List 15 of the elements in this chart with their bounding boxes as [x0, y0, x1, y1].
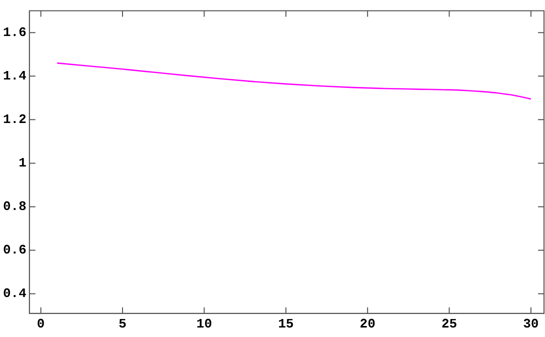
y-tick-label: 1.4 [3, 68, 27, 84]
y-tick-label: 0.6 [3, 242, 27, 258]
y-tick-label: 1.2 [3, 112, 27, 127]
x-tick-label: 15 [278, 316, 294, 332]
x-tick-label: 5 [118, 316, 127, 332]
y-tick-label: 1.6 [3, 24, 27, 40]
y-tick-label: 0.8 [3, 199, 27, 214]
line-series [56, 62, 532, 100]
x-tick-label: 25 [441, 316, 458, 332]
x-tick-label: 0 [36, 316, 45, 332]
x-tick-label: 10 [196, 316, 212, 332]
y-tick-label: 1 [18, 155, 27, 170]
y-tick-label: 0.4 [3, 286, 27, 302]
x-tick-label: 20 [360, 316, 376, 332]
x-tick-label: 30 [523, 316, 539, 332]
